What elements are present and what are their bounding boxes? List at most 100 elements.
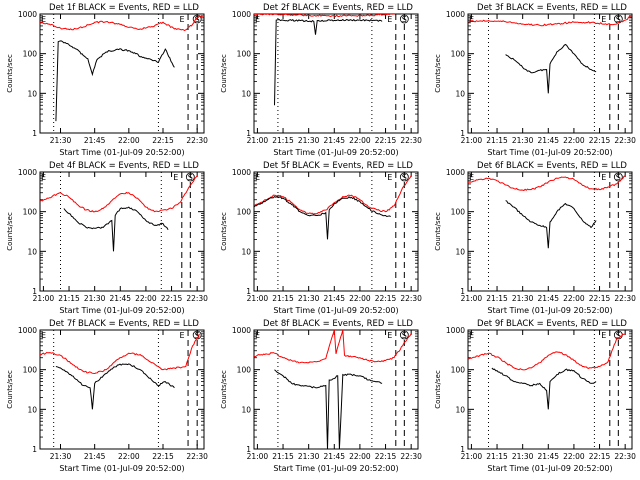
marker-s-circle (399, 330, 409, 340)
y-axis-label: Counts/sec (6, 54, 14, 93)
y-axis-label: Counts/sec (220, 212, 228, 251)
x-tick-label: 22:15 (375, 452, 397, 461)
plot-frame (467, 171, 633, 292)
chart-panel-3: Det 3f BLACK = Events, RED = LLD Counts/s… (434, 3, 636, 157)
chart-title: Det 2f BLACK = Events, RED = LLD (263, 3, 413, 13)
y-tick-label: 1 (32, 129, 37, 138)
x-tick-label: 21:15 (272, 294, 294, 303)
x-tick-label: 22:00 (563, 452, 585, 461)
y-tick-label: 1 (460, 129, 465, 138)
lld-series-line (468, 333, 626, 371)
x-tick-label: 21:15 (486, 294, 508, 303)
marker-s: S (616, 331, 621, 340)
marker-s: S (195, 15, 200, 24)
y-axis-label: Counts/sec (6, 212, 14, 251)
x-tick-label: 22:30 (186, 294, 208, 303)
events-series-line (63, 206, 169, 252)
lld-series-line (40, 15, 204, 32)
x-tick-label: 22:00 (349, 136, 371, 145)
x-tick-label: 22:15 (375, 136, 397, 145)
x-tick-label: 22:30 (614, 294, 636, 303)
x-tick-label: 21:00 (461, 136, 483, 145)
x-tick-label: 21:30 (512, 452, 534, 461)
x-tick-label: 21:30 (50, 136, 72, 145)
x-tick-label: 21:00 (33, 294, 55, 303)
x-tick-label: 22:15 (152, 452, 174, 461)
x-tick-label: 22:15 (589, 136, 611, 145)
chart-title: Det 9f BLACK = Events, RED = LLD (477, 319, 627, 329)
plot-frame (39, 171, 205, 292)
marker-s: S (195, 331, 200, 340)
marker-s: S (402, 331, 407, 340)
y-tick-label: 1000 (232, 326, 251, 335)
marker-e: E (180, 15, 185, 24)
y-tick-label: 10 (455, 247, 465, 256)
x-tick-label: 21:45 (84, 452, 106, 461)
y-axis-label: Counts/sec (434, 370, 442, 409)
corner-marker-e: E (469, 331, 474, 340)
x-tick-label: 21:45 (323, 294, 345, 303)
corner-marker-e: E (41, 331, 46, 340)
x-tick-label: 21:15 (486, 452, 508, 461)
x-tick-label: 21:15 (272, 136, 294, 145)
y-tick-label: 100 (23, 50, 38, 59)
x-tick-label: 22:30 (186, 136, 208, 145)
x-tick-label: 21:30 (298, 452, 320, 461)
y-tick-label: 10 (455, 89, 465, 98)
y-tick-label: 100 (451, 366, 466, 375)
chart-panel-8: Det 8f BLACK = Events, RED = LLD Counts/s… (220, 319, 422, 473)
x-tick-label: 21:30 (84, 294, 106, 303)
chart-title: Det 4f BLACK = Events, RED = LLD (49, 161, 199, 171)
y-tick-label: 100 (23, 208, 38, 217)
marker-s-circle (399, 14, 409, 24)
plot-frame (253, 171, 419, 292)
x-tick-label: 21:45 (537, 294, 559, 303)
x-axis-label: Start Time (01-Jul-09 20:52:00) (487, 148, 612, 157)
x-axis-label: Start Time (01-Jul-09 20:52:00) (59, 464, 184, 473)
x-axis-label: Start Time (01-Jul-09 20:52:00) (273, 306, 398, 315)
x-axis-label: Start Time (01-Jul-09 20:52:00) (273, 464, 398, 473)
chart-panel-4: Det 4f BLACK = Events, RED = LLD Counts/s… (6, 161, 208, 315)
y-tick-label: 100 (23, 366, 38, 375)
events-series-line (274, 369, 383, 449)
y-axis-label: Counts/sec (220, 54, 228, 93)
chart-title: Det 5f BLACK = Events, RED = LLD (263, 161, 413, 171)
y-tick-label: 10 (27, 405, 37, 414)
corner-marker-e: E (255, 173, 260, 182)
marker-e: E (601, 15, 606, 24)
marker-s-circle (613, 172, 623, 182)
plot-frame (39, 13, 205, 134)
x-tick-label: 22:00 (563, 136, 585, 145)
chart-title: Det 8f BLACK = Events, RED = LLD (263, 319, 413, 329)
y-tick-label: 10 (241, 405, 251, 414)
y-tick-label: 10 (27, 89, 37, 98)
x-tick-label: 21:00 (461, 294, 483, 303)
corner-marker-e: E (255, 331, 260, 340)
y-tick-label: 1 (32, 445, 37, 454)
x-tick-label: 21:45 (323, 452, 345, 461)
y-tick-label: 1 (246, 445, 251, 454)
marker-e: E (180, 331, 185, 340)
chart-panel-5: Det 5f BLACK = Events, RED = LLD Counts/s… (220, 161, 422, 315)
y-tick-label: 1000 (446, 168, 465, 177)
x-tick-label: 21:45 (109, 294, 131, 303)
events-series-line (505, 43, 597, 94)
chart-title: Det 7f BLACK = Events, RED = LLD (49, 319, 199, 329)
corner-marker-e: E (469, 173, 474, 182)
y-tick-label: 1 (246, 129, 251, 138)
x-tick-label: 22:00 (349, 294, 371, 303)
x-tick-label: 21:15 (58, 294, 80, 303)
x-tick-label: 21:00 (461, 452, 483, 461)
y-tick-label: 1 (32, 287, 37, 296)
chart-title: Det 1f BLACK = Events, RED = LLD (49, 3, 199, 13)
x-tick-label: 21:30 (298, 294, 320, 303)
y-tick-label: 1000 (18, 326, 37, 335)
marker-s: S (616, 15, 621, 24)
x-tick-label: 22:00 (563, 294, 585, 303)
marker-e: E (387, 15, 392, 24)
x-tick-label: 21:00 (247, 452, 269, 461)
y-tick-label: 10 (241, 247, 251, 256)
y-tick-label: 1000 (232, 168, 251, 177)
marker-s: S (616, 173, 621, 182)
lld-series-line (254, 14, 403, 18)
